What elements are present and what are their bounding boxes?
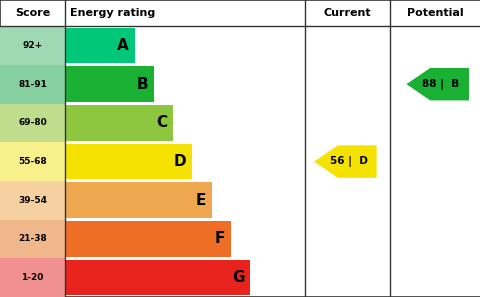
Text: 1-20: 1-20 bbox=[21, 273, 44, 282]
Text: 88 |  B: 88 | B bbox=[421, 79, 458, 90]
Text: B: B bbox=[136, 77, 148, 92]
Bar bbox=[0, 104, 65, 142]
Bar bbox=[65, 260, 250, 296]
Text: Current: Current bbox=[323, 8, 371, 18]
Text: Score: Score bbox=[15, 8, 50, 18]
Text: 56 |  D: 56 | D bbox=[329, 156, 367, 167]
Text: F: F bbox=[214, 231, 225, 247]
Text: 39-54: 39-54 bbox=[18, 196, 47, 205]
Bar bbox=[65, 144, 192, 179]
Text: G: G bbox=[231, 270, 244, 285]
Bar bbox=[65, 28, 134, 63]
Bar bbox=[65, 105, 173, 141]
Text: 21-38: 21-38 bbox=[18, 234, 47, 244]
Text: 81-91: 81-91 bbox=[18, 80, 47, 89]
Polygon shape bbox=[406, 68, 468, 100]
Bar bbox=[0, 258, 65, 297]
Text: E: E bbox=[195, 193, 205, 208]
Bar bbox=[65, 66, 154, 102]
Text: D: D bbox=[174, 154, 186, 169]
Text: 69-80: 69-80 bbox=[18, 119, 47, 127]
Text: C: C bbox=[156, 115, 167, 130]
Bar bbox=[0, 65, 65, 104]
Text: A: A bbox=[117, 38, 129, 53]
Bar bbox=[0, 142, 65, 181]
Bar bbox=[0, 26, 65, 65]
Bar bbox=[0, 181, 65, 219]
Text: Energy rating: Energy rating bbox=[70, 8, 155, 18]
Bar bbox=[65, 182, 211, 218]
Bar bbox=[0, 219, 65, 258]
Bar bbox=[65, 221, 230, 257]
Text: 55-68: 55-68 bbox=[18, 157, 47, 166]
Text: Potential: Potential bbox=[406, 8, 463, 18]
Polygon shape bbox=[313, 145, 376, 178]
Text: 92+: 92+ bbox=[22, 41, 43, 50]
